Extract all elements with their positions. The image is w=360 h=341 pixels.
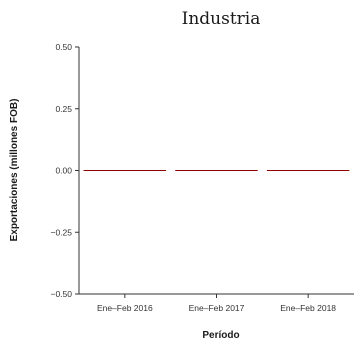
y-tick-label: 0.00 <box>55 166 72 176</box>
y-tick-label: 0.50 <box>55 42 72 52</box>
x-tick-label: Ene–Feb 2016 <box>97 303 153 313</box>
chart-title: Industria <box>182 9 261 29</box>
x-tick-label: Ene–Feb 2017 <box>189 303 245 313</box>
y-tick-label: −0.50 <box>50 289 72 299</box>
x-tick-label: Ene–Feb 2018 <box>280 303 336 313</box>
y-axis-title: Exportaciones (millones FOB) <box>9 99 20 242</box>
y-tick-label: −0.25 <box>50 227 72 237</box>
y-tick-label: 0.25 <box>55 104 72 114</box>
x-axis-title: Período <box>202 330 239 341</box>
y-axis-ticks: 0.50 0.25 0.00 −0.25 −0.50 <box>50 42 79 299</box>
x-axis-ticks: Ene–Feb 2016 Ene–Feb 2017 Ene–Feb 2018 <box>97 294 336 313</box>
